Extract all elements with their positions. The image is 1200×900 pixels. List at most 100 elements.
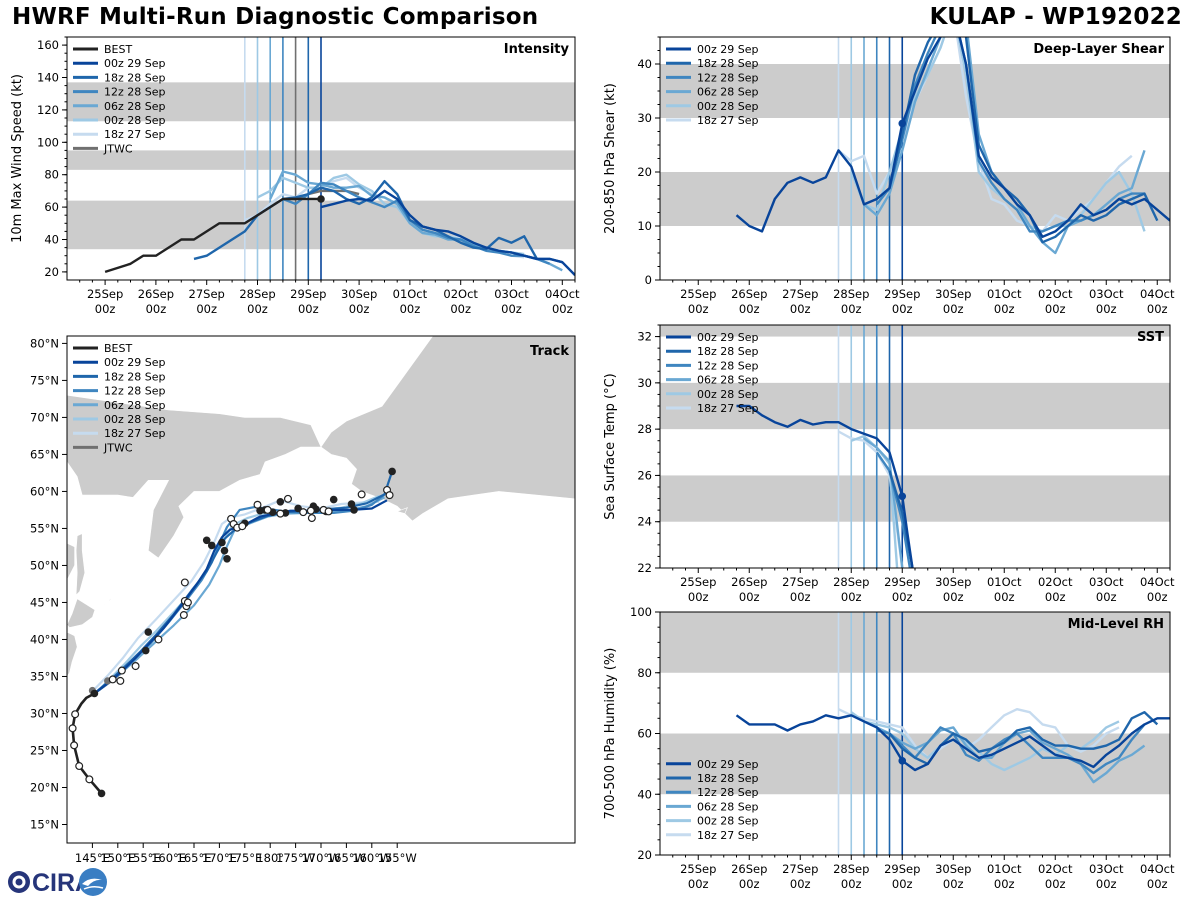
figure-title: HWRF Multi-Run Diagnostic Comparison <box>12 4 539 30</box>
intensity-xtick-label-hour: 00z <box>552 302 573 316</box>
intensity-legend-label-12z-28-sep: 12z 28 Sep <box>104 86 166 99</box>
sst-plot-area <box>660 325 1170 568</box>
shear-plot-area <box>660 37 1170 280</box>
track-ytick-label: 65°N <box>30 447 59 461</box>
intensity-xtick-label-day: 30Sep <box>341 287 377 301</box>
sst-xtick-label-hour: 00z <box>841 590 862 604</box>
sst-ytick-label: 22 <box>637 561 652 575</box>
shear-xtick-label-hour: 00z <box>943 302 964 316</box>
sst-point-00z-29-sep <box>898 492 907 501</box>
shear-xtick-label-day: 30Sep <box>935 287 971 301</box>
sst-series-12z-28-sep <box>875 451 912 568</box>
track-marker-open <box>75 762 84 771</box>
track-legend-label-06z-28-sep: 06z 28 Sep <box>104 399 166 412</box>
rh-point-00z-29-sep <box>898 757 907 765</box>
sst-series-00z-29-sep <box>736 404 914 568</box>
land-area <box>75 533 86 596</box>
track-marker-open <box>183 598 192 607</box>
intensity-ytick-label: 140 <box>37 71 59 85</box>
track-marker-filled <box>202 536 211 545</box>
intensity-xtick-label-hour: 00z <box>196 302 217 316</box>
sst-xtick-label-day: 28Sep <box>833 575 869 589</box>
sst-xtick-label-hour: 00z <box>1045 590 1066 604</box>
rh-xtick-label-hour: 00z <box>841 877 862 891</box>
track-ytick-label: 55°N <box>30 521 59 535</box>
rh-ytick-label: 100 <box>630 605 652 619</box>
sst-legend-label-18z-27-sep: 18z 27 Sep <box>697 402 759 415</box>
shear-legend-label-18z-28-sep: 18z 28 Sep <box>697 57 759 70</box>
sst-xtick-label-day: 04Oct <box>1140 575 1175 589</box>
intensity-xtick-label-day: 02Oct <box>443 287 478 301</box>
sst-xtick-label-day: 29Sep <box>884 575 920 589</box>
track-legend-label-jtwc: JTWC <box>103 441 133 454</box>
track-marker-filled <box>329 495 338 504</box>
shear-ytick-label: 20 <box>637 165 652 179</box>
track-legend-label-best: BEST <box>104 342 132 355</box>
track-ytick-label: 25°N <box>30 743 59 757</box>
track-marker-open <box>117 666 126 675</box>
intensity-legend-label-18z-28-sep: 18z 28 Sep <box>104 71 166 84</box>
shear-xtick-label-hour: 00z <box>841 302 862 316</box>
track-ytick-label: 75°N <box>30 373 59 387</box>
shear-xtick-label-day: 04Oct <box>1140 287 1175 301</box>
track-xtick-label: 170°W <box>301 851 340 865</box>
track-marker-open <box>131 662 140 671</box>
intensity-series-12z-28-sep <box>282 181 551 265</box>
rh-xtick-label-hour: 00z <box>1147 877 1168 891</box>
sst-xtick-label-day: 26Sep <box>731 575 767 589</box>
shear-legend-label-00z-29-sep: 00z 29 Sep <box>697 43 759 56</box>
land-area <box>97 594 113 611</box>
land-area <box>67 336 322 559</box>
cira-logo: CIRA <box>8 868 107 897</box>
track-legend-label-12z-28-sep: 12z 28 Sep <box>104 385 166 398</box>
intensity-ylabel: 10m Max Wind Speed (kt) <box>10 74 25 243</box>
track-marker-filled <box>141 646 150 655</box>
rh-series-00z-29-sep <box>735 714 1170 772</box>
shear-xtick-label-day: 25Sep <box>680 287 716 301</box>
track-marker-open <box>324 507 333 516</box>
track-marker-filled <box>223 554 231 563</box>
sst-xtick-label-hour: 00z <box>790 590 811 604</box>
shear-ytick-label: 0 <box>645 273 652 287</box>
sst-xtick-label-day: 02Oct <box>1038 575 1073 589</box>
track-xtick-label: 155°E <box>126 851 161 865</box>
track-marker-filled <box>207 541 216 550</box>
intensity-panel: 2040608010012014016025Sep00z26Sep00z27Se… <box>10 36 580 316</box>
intensity-xtick-label-day: 04Oct <box>545 287 580 301</box>
rh-xtick-label-day: 29Sep <box>884 862 920 876</box>
sst-ytick-label: 24 <box>637 515 652 529</box>
track-marker-filled <box>350 506 358 514</box>
track-xtick-label: 165°E <box>177 851 212 865</box>
rh-xtick-label-day: 25Sep <box>680 862 716 876</box>
shear-series-00z-29-sep <box>735 37 1170 239</box>
track-xtick-label: 155°W <box>378 851 417 865</box>
sst-xtick-label-hour: 00z <box>1147 590 1168 604</box>
intensity-series-best <box>104 197 321 274</box>
rh-xtick-label-hour: 00z <box>943 877 964 891</box>
intensity-ytick-label: 40 <box>44 233 59 247</box>
intensity-ytick-label: 160 <box>37 38 59 52</box>
rh-ytick-label: 60 <box>637 727 652 741</box>
track-marker-filled <box>276 497 285 506</box>
shear-xtick-label-hour: 00z <box>1045 302 1066 316</box>
shear-xtick-label-hour: 00z <box>790 302 811 316</box>
track-xtick-label: 175°W <box>276 851 315 865</box>
sst-shade-band <box>660 475 1170 522</box>
track-legend-label-00z-29-sep: 00z 29 Sep <box>104 356 166 369</box>
shear-panel: 01020304025Sep00z26Sep00z27Sep00z28Sep00… <box>603 36 1175 316</box>
track-marker-open <box>116 676 125 685</box>
intensity-xtick-label-day: 03Oct <box>494 287 529 301</box>
sst-xtick-label-day: 03Oct <box>1089 575 1124 589</box>
intensity-legend-label-00z-28-sep: 00z 28 Sep <box>104 114 166 127</box>
intensity-ytick-label: 60 <box>44 200 59 214</box>
intensity-xtick-label-hour: 00z <box>298 302 319 316</box>
sst-shade-band <box>660 325 1170 337</box>
shear-xtick-label-hour: 00z <box>1147 302 1168 316</box>
intensity-xtick-label-day: 26Sep <box>138 287 174 301</box>
rh-legend-label-18z-28-sep: 18z 28 Sep <box>697 772 759 785</box>
sst-xtick-label-hour: 00z <box>994 590 1015 604</box>
track-legend-label-18z-28-sep: 18z 28 Sep <box>104 370 166 383</box>
track-xtick-label: 160°W <box>352 851 391 865</box>
rh-xtick-label-hour: 00z <box>1045 877 1066 891</box>
track-ytick-label: 45°N <box>30 595 59 609</box>
